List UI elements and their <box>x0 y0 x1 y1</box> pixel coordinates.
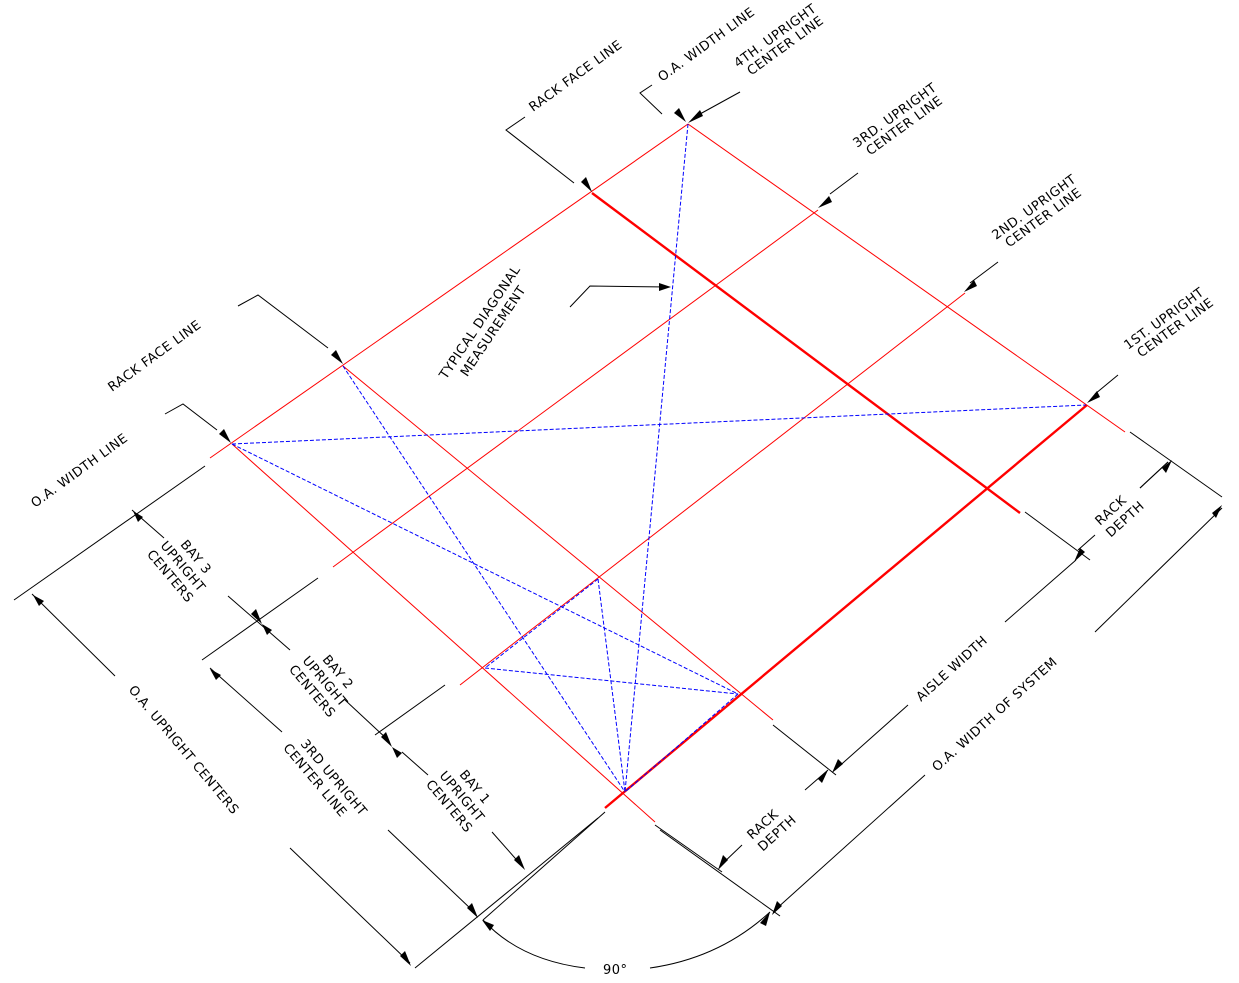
arrowhead <box>772 901 782 915</box>
right-angle-arc <box>483 920 585 968</box>
arrowhead <box>581 177 592 192</box>
typical-diagonal-label: TYPICAL DIAGONAL MEASUREMENT <box>436 263 537 392</box>
leader-rack-face-left <box>238 295 328 348</box>
bay-3-label: BAY 3 UPRIGHT CENTERS <box>143 527 220 606</box>
third-upright-center-line <box>333 210 818 567</box>
arrowhead <box>381 732 392 747</box>
arrowhead <box>392 747 402 758</box>
diagonal-line <box>485 668 738 694</box>
rack-depth-dimension-line <box>805 770 828 790</box>
extension-line <box>415 818 598 968</box>
arrowhead <box>818 770 828 783</box>
third-upright-dimension-line <box>210 668 282 732</box>
oa-width-line-left-label: O.A. WIDTH LINE <box>29 431 132 511</box>
oa-width-line-top-label: O.A. WIDTH LINE <box>656 5 759 85</box>
bay-dimension-line <box>402 752 428 775</box>
right-angle-arc <box>650 912 770 968</box>
arrowhead <box>832 759 843 773</box>
diagonal-line <box>485 579 598 668</box>
leader-typical-diagonal <box>570 286 668 307</box>
arrowhead <box>718 855 728 870</box>
bay-dimension-line <box>345 700 388 740</box>
arrowhead <box>659 283 671 291</box>
leader-3rd-upright-top <box>830 173 858 194</box>
arrowhead <box>688 110 703 123</box>
leader-rack-face-top <box>506 117 574 183</box>
leader-oa-width-top <box>640 85 662 114</box>
angle-label: 90° <box>603 963 628 978</box>
oa-width-system-dimension-line <box>775 775 925 910</box>
oa-upright-centers-dimension-line <box>290 848 410 963</box>
first-upright-label: 1ST. UPRIGHT CENTER LINE <box>1122 284 1217 364</box>
extension-line <box>773 725 836 775</box>
diagonal-line <box>625 694 738 792</box>
arrowheads <box>33 108 1222 966</box>
arrowhead <box>331 350 343 364</box>
first-upright-center-line <box>605 405 1087 808</box>
arrowhead <box>1087 391 1100 403</box>
extension-line <box>1130 432 1222 497</box>
extension-line <box>483 812 605 920</box>
rack-depth-dimension-line <box>1078 535 1095 550</box>
bay-1-label: BAY 1 UPRIGHT CENTERS <box>422 757 499 836</box>
third-upright-bottom-label: 3RD UPRIGHT CENTER LINE <box>280 731 370 830</box>
leader-oa-width-left <box>165 404 217 430</box>
oa-width-line-top <box>688 124 1125 432</box>
extension-line <box>375 685 445 735</box>
arrowhead <box>964 280 977 292</box>
arrowhead <box>674 108 686 122</box>
extension-line <box>655 825 722 872</box>
arrowhead <box>210 669 221 680</box>
rack-depth-dimension-line <box>1140 462 1168 488</box>
second-upright-label: 2ND. UPRIGHT CENTER LINE <box>990 172 1088 254</box>
rack-depth-bottom-label: RACK DEPTH <box>745 801 800 855</box>
rack-face-line-left <box>343 366 773 720</box>
rack-depth-right-label: RACK DEPTH <box>1093 487 1148 541</box>
arrowhead <box>514 855 525 870</box>
leader-1st-upright <box>1095 375 1118 394</box>
second-upright-center-line <box>460 293 965 685</box>
aisle-width-label: AISLE WIDTH <box>914 633 991 705</box>
diagonal-line <box>598 579 625 792</box>
labels: O.A. WIDTH LINE RACK FACE LINE 4TH. UPRI… <box>29 1 1217 978</box>
arrowhead <box>219 429 231 443</box>
bay-2-label: BAY 2 UPRIGHT CENTERS <box>285 642 362 721</box>
third-upright-dimension-line <box>388 830 472 910</box>
leader-2nd-upright <box>970 262 998 283</box>
arrowhead <box>467 903 478 918</box>
oa-upright-centers-dimension-line <box>32 594 115 676</box>
rack-face-line-top-label: RACK FACE LINE <box>527 38 626 116</box>
aisle-width-dimension-line <box>1005 560 1076 622</box>
aisle-width-dimension-line <box>835 705 908 770</box>
arrowhead <box>400 951 411 966</box>
fourth-upright-center-line <box>210 124 688 458</box>
oa-upright-centers-label: O.A. UPRIGHT CENTERS <box>125 683 242 818</box>
diagonal-line <box>232 405 1086 444</box>
leader-4th-upright <box>700 92 740 114</box>
rack-face-line-left-label: RACK FACE LINE <box>106 318 205 396</box>
label-line: TYPICAL DIAGONAL <box>436 263 524 383</box>
third-upright-top-label: 3RD. UPRIGHT CENTER LINE <box>851 81 949 163</box>
diagonal-measurements <box>232 124 1086 792</box>
arrowhead <box>818 196 832 208</box>
